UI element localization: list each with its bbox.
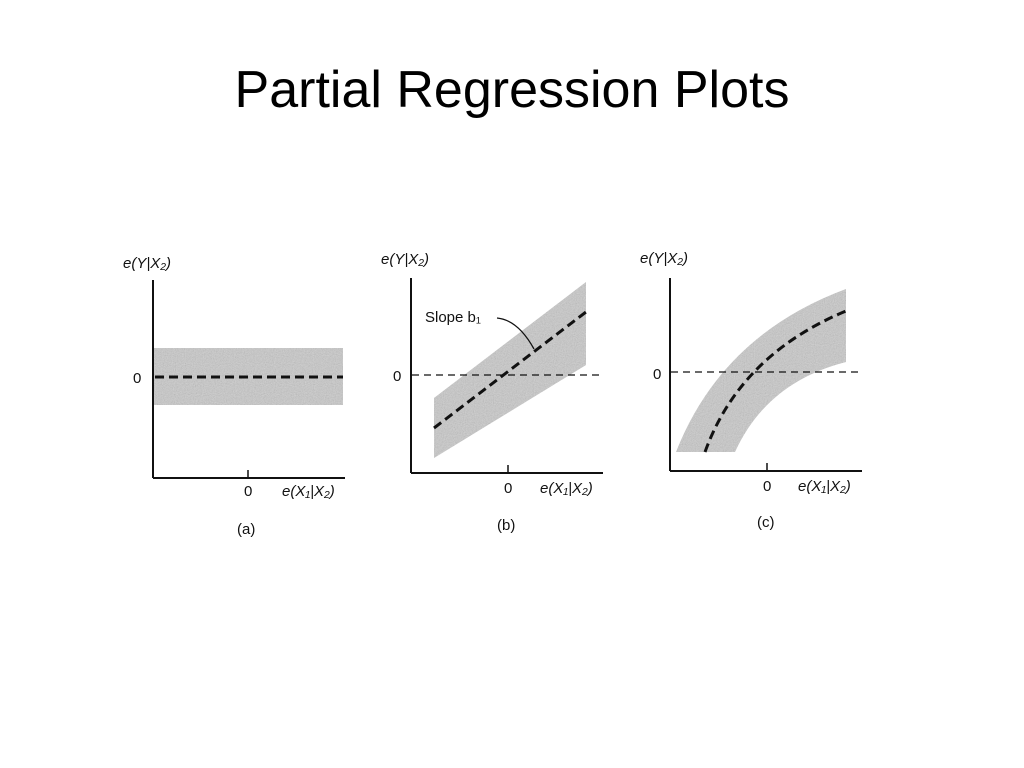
slope-annotation: Slope b₁: [425, 309, 481, 326]
y-zero-label: 0: [133, 370, 141, 387]
y-zero-label: 0: [393, 368, 401, 385]
panel-a: e(Y|X₂) 0 0 e(X₁|X₂) (a): [123, 255, 345, 538]
residual-band: [676, 289, 846, 452]
panel-caption: (a): [237, 521, 255, 538]
panel-caption: (b): [497, 517, 515, 534]
panel-b: Slope b₁ e(Y|X₂) 0 0 e(X₁|X₂) (b): [381, 251, 603, 534]
y-axis-label: e(Y|X₂): [381, 251, 429, 268]
residual-band: [434, 282, 586, 458]
panel-c: e(Y|X₂) 0 0 e(X₁|X₂) (c): [640, 250, 862, 531]
x-zero-label: 0: [763, 478, 771, 495]
y-axis-label: e(Y|X₂): [123, 255, 171, 272]
slope-pointer: [496, 317, 535, 350]
panel-caption: (c): [757, 514, 775, 531]
y-zero-label: 0: [653, 366, 661, 383]
x-axis-label: e(X₁|X₂): [282, 483, 335, 500]
trend-line: [703, 309, 847, 453]
x-zero-label: 0: [244, 483, 252, 500]
x-axis-label: e(X₁|X₂): [540, 480, 593, 497]
slide-title: Partial Regression Plots: [234, 61, 790, 119]
trend-line: [433, 310, 587, 430]
x-zero-label: 0: [504, 480, 512, 497]
x-axis-label: e(X₁|X₂): [798, 478, 851, 495]
y-axis-label: e(Y|X₂): [640, 250, 688, 267]
